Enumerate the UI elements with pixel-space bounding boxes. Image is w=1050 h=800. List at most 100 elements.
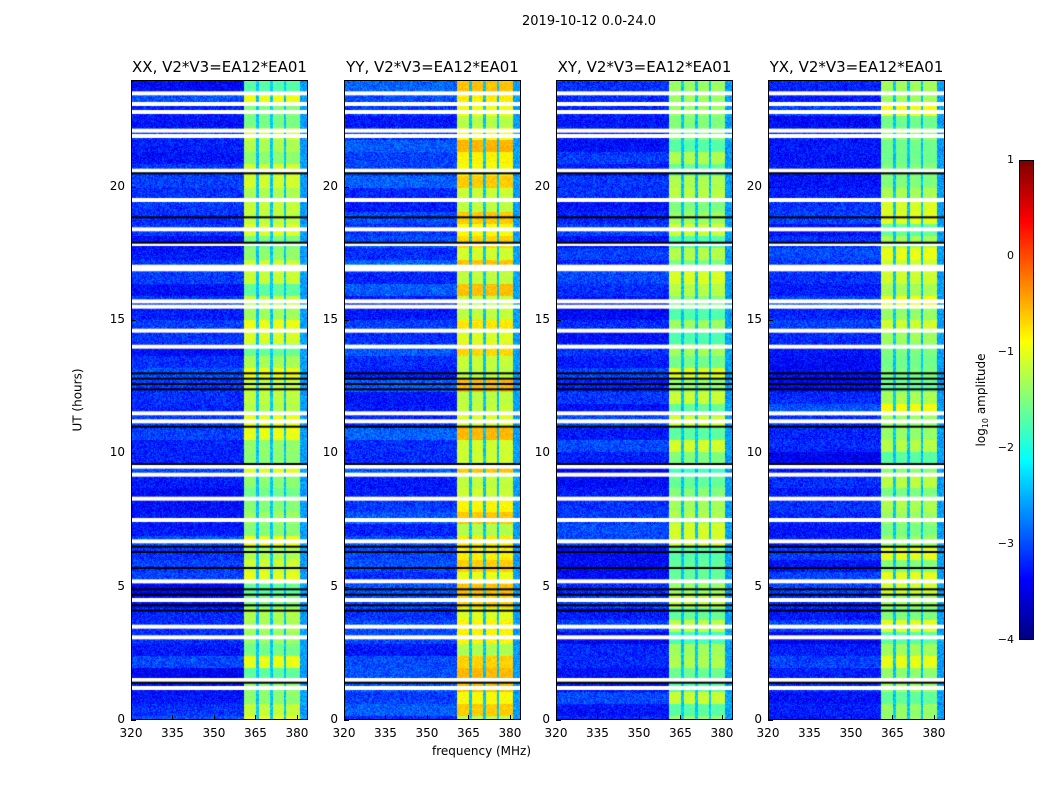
y-tick-label: 20 (746, 178, 762, 193)
y-tick-label: 10 (534, 445, 550, 460)
x-tick-mark (296, 715, 298, 720)
y-tick-label: 20 (534, 178, 550, 193)
x-tick-label: 350 (839, 726, 863, 740)
y-tick-label: 10 (109, 445, 125, 460)
x-tick-label: 320 (332, 726, 356, 740)
colorbar-label: log10 amplitude (973, 353, 991, 447)
y-tick-mark (768, 453, 773, 455)
y-tick-mark (344, 453, 349, 455)
x-tick-mark (933, 715, 935, 720)
panel-2: XY, V2*V3=EA12*EA01 320 335 350 365 380 0 5 10 15… (535, 58, 734, 740)
x-tick-label: 365 (669, 726, 692, 740)
y-tick-mark (556, 586, 561, 588)
y-tick-label: 0 (117, 712, 125, 726)
x-tick-label: 365 (244, 726, 267, 740)
y-tick-label: 0 (330, 712, 338, 726)
x-tick-mark (556, 715, 557, 720)
x-tick-mark (850, 715, 852, 720)
colorbar-tick-label: −1 (997, 345, 1014, 358)
figure-title: 2019-10-12 0.0-24.0 (522, 14, 656, 29)
y-tick-mark (344, 586, 349, 588)
y-tick-label: 15 (322, 312, 338, 326)
x-tick-mark (768, 715, 769, 720)
x-tick-mark (344, 715, 345, 720)
x-tick-mark (468, 715, 470, 720)
x-tick-label: 350 (627, 726, 651, 740)
x-tick-label: 380 (710, 726, 734, 740)
y-tick-mark (344, 186, 349, 188)
panel-1: YY, V2*V3=EA12*EA01 320 335 350 365 380 0 5 10 15… (323, 58, 522, 740)
y-tick-label: 20 (322, 178, 338, 193)
y-tick-mark (344, 320, 349, 321)
y-tick-label: 5 (754, 578, 762, 593)
colorbar-tick-label: 1 (1007, 153, 1014, 166)
y-tick-mark (131, 320, 136, 321)
y-tick-label: 20 (109, 178, 125, 193)
y-tick-label: 15 (534, 312, 550, 326)
colorbar-tick-label: −3 (997, 537, 1014, 550)
x-tick-label: 320 (544, 726, 568, 740)
y-tick-mark (556, 720, 561, 721)
x-tick-label: 335 (374, 726, 397, 740)
x-tick-mark (426, 715, 428, 720)
y-tick-label: 0 (754, 712, 762, 726)
x-tick-mark (509, 715, 511, 720)
x-tick-mark (721, 715, 723, 720)
x-tick-mark (809, 715, 811, 720)
y-tick-mark (131, 720, 136, 721)
y-tick-label: 0 (542, 712, 550, 726)
waterfall-heatmap (344, 80, 521, 720)
x-tick-label: 335 (586, 726, 609, 740)
x-tick-mark (255, 715, 257, 720)
panel-title: XY, V2*V3=EA12*EA01 (557, 58, 732, 76)
x-tick-label: 380 (922, 726, 946, 740)
y-tick-mark (768, 186, 773, 188)
panel-title: XX, V2*V3=EA12*EA01 (132, 58, 307, 76)
y-tick-label: 15 (109, 312, 125, 326)
x-tick-mark (131, 715, 132, 720)
x-tick-label: 335 (798, 726, 821, 740)
waterfall-heatmap (768, 80, 945, 720)
colorbar-tick-label: −4 (997, 633, 1014, 646)
x-tick-label: 320 (756, 726, 780, 740)
y-tick-mark (131, 453, 136, 455)
x-tick-mark (213, 715, 215, 720)
y-tick-label: 10 (746, 445, 762, 460)
x-tick-label: 365 (457, 726, 480, 740)
y-tick-label: 15 (746, 312, 762, 326)
y-tick-label: 5 (117, 578, 125, 593)
x-axis-label: frequency (MHz) (432, 744, 532, 758)
x-tick-label: 350 (415, 726, 439, 740)
y-tick-mark (131, 586, 136, 588)
colorbar (1019, 160, 1034, 640)
y-tick-mark (556, 320, 561, 321)
x-tick-mark (597, 715, 599, 720)
x-tick-mark (680, 715, 682, 720)
y-tick-mark (768, 586, 773, 588)
panel-title: YX, V2*V3=EA12*EA01 (769, 58, 944, 76)
y-tick-mark (768, 720, 773, 721)
x-tick-label: 320 (119, 726, 143, 740)
y-tick-mark (556, 453, 561, 455)
x-tick-label: 365 (881, 726, 904, 740)
waterfall-heatmap (556, 80, 733, 720)
x-tick-mark (172, 715, 174, 720)
panel-title: YY, V2*V3=EA12*EA01 (346, 58, 519, 76)
x-tick-label: 350 (202, 726, 226, 740)
x-tick-label: 335 (161, 726, 184, 740)
y-tick-label: 10 (322, 445, 338, 460)
panel-3: YX, V2*V3=EA12*EA01 320 335 350 365 380 0 5 10 15… (747, 58, 946, 740)
y-axis-label: UT (hours) (70, 368, 85, 432)
x-tick-mark (892, 715, 894, 720)
y-tick-label: 5 (330, 578, 338, 593)
y-tick-mark (131, 186, 136, 188)
panel-0: XX, V2*V3=EA12*EA01 320 335 350 365 380 0 5 10 15… (110, 58, 309, 740)
y-tick-mark (768, 320, 773, 321)
y-tick-mark (344, 720, 349, 721)
waterfall-heatmap (131, 80, 308, 720)
colorbar-tick-label: 0 (1007, 249, 1014, 262)
y-tick-label: 5 (542, 578, 550, 593)
y-tick-mark (556, 186, 561, 188)
x-tick-label: 380 (285, 726, 309, 740)
